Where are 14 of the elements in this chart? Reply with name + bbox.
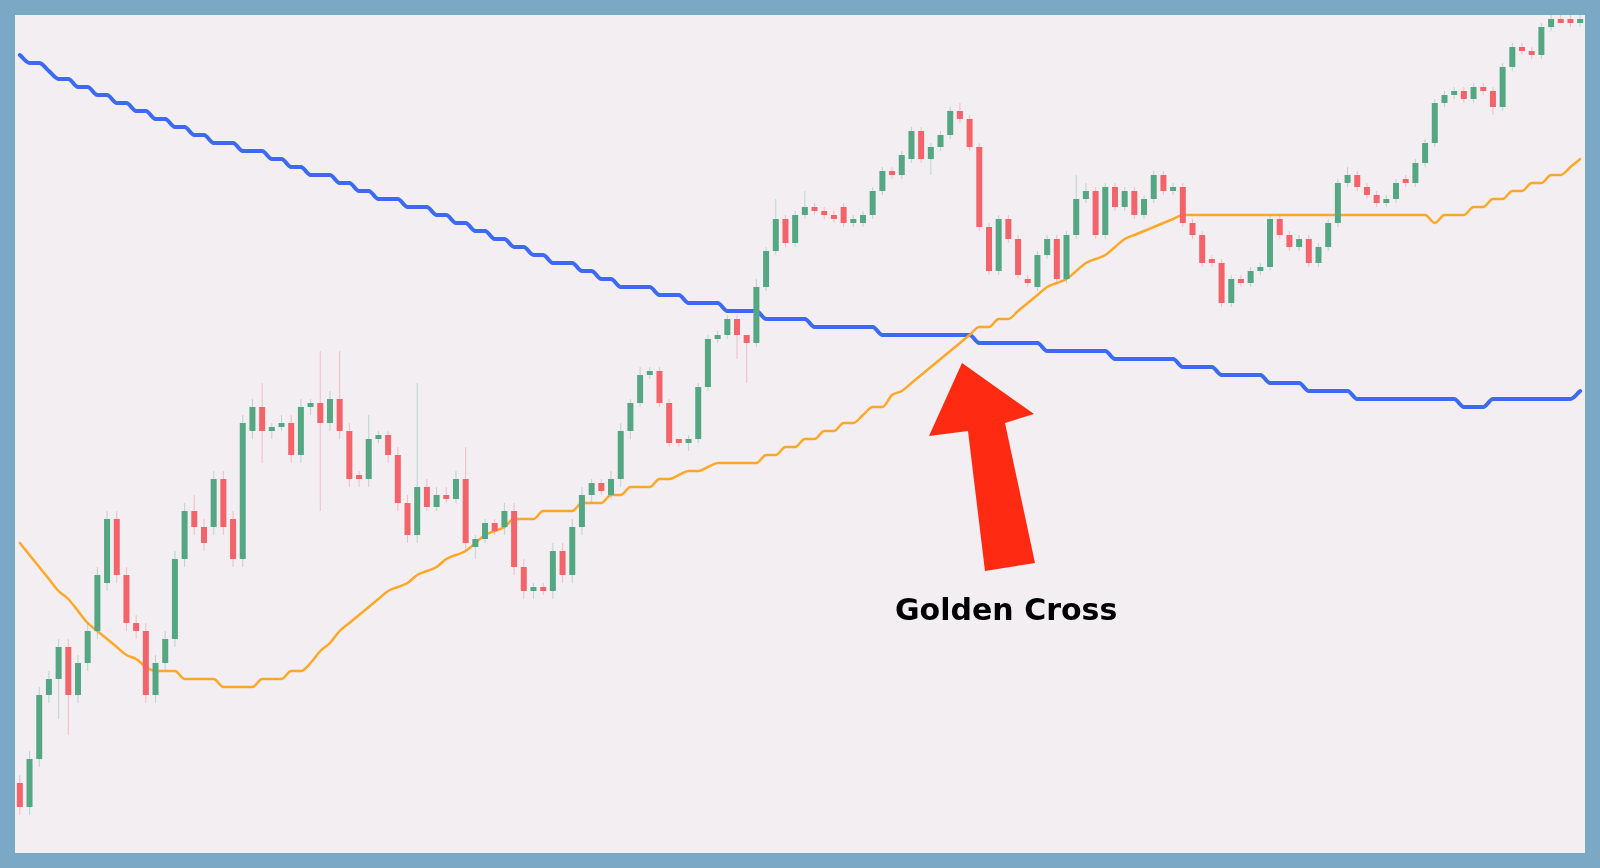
annotation: Golden Cross <box>895 592 1118 627</box>
candlestick <box>889 166 896 180</box>
candlestick <box>1519 42 1526 56</box>
candlestick <box>1296 234 1303 252</box>
candlestick <box>859 210 866 228</box>
candlestick <box>1548 15 1555 32</box>
candlestick <box>1363 182 1370 200</box>
candlestick <box>675 438 682 448</box>
candlestick <box>356 470 363 488</box>
candlestick <box>1208 254 1215 268</box>
candlestick <box>1460 86 1467 104</box>
candlestick <box>830 210 837 224</box>
candlestick <box>1170 182 1177 196</box>
candlestick <box>1237 274 1244 288</box>
